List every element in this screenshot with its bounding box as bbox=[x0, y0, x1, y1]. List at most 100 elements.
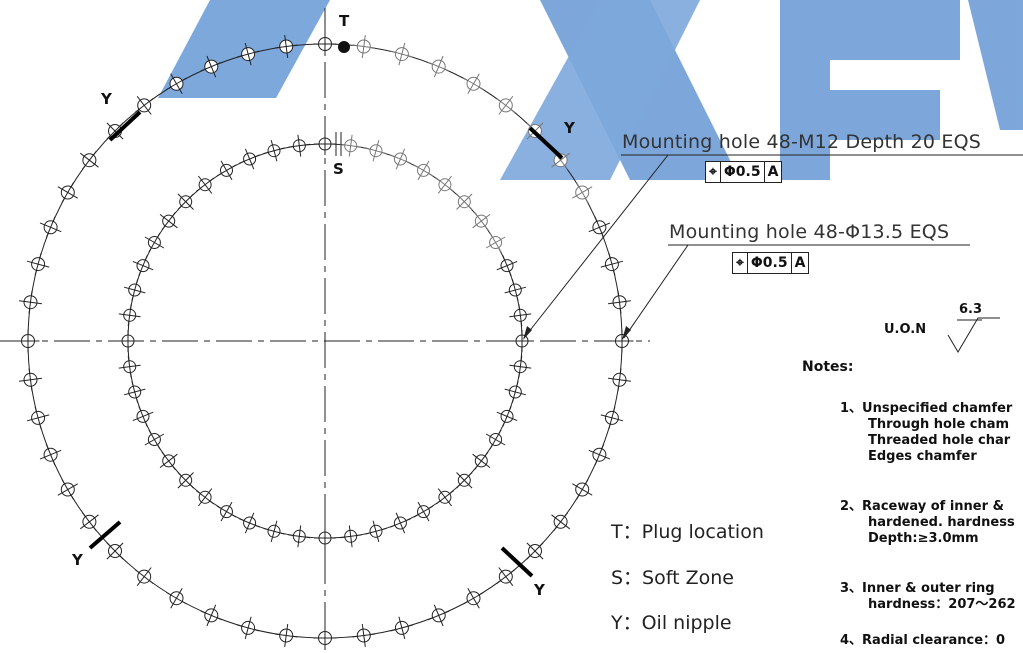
outer-hole bbox=[274, 624, 298, 647]
outer-hole bbox=[313, 32, 337, 56]
outer-hole bbox=[572, 182, 593, 203]
inner-hole bbox=[314, 133, 336, 155]
inner-hole bbox=[144, 232, 165, 253]
inner-hole bbox=[435, 488, 455, 507]
roughness-symbol bbox=[947, 317, 1000, 353]
note-line: hardened. hardness bbox=[868, 515, 1015, 530]
inner-hole-callout: Mounting hole 48-Φ13.5 EQS bbox=[669, 221, 950, 243]
note-line: Through hole cham bbox=[868, 417, 1010, 432]
outer-hole bbox=[19, 368, 42, 392]
outer-hole bbox=[427, 55, 450, 78]
outer-hole bbox=[79, 150, 99, 170]
note-line: Edges chamfer bbox=[868, 449, 977, 464]
outer-hole bbox=[106, 542, 124, 560]
inner-hole bbox=[314, 527, 336, 549]
inner-hole bbox=[509, 355, 532, 378]
inner-mounting-holes bbox=[117, 133, 533, 549]
notes-heading: Notes: bbox=[802, 359, 854, 375]
inner-hole bbox=[263, 520, 285, 543]
note-line: hardness：207～262 bbox=[868, 597, 1016, 612]
outer-hole bbox=[26, 406, 50, 430]
inner-hole bbox=[435, 175, 455, 194]
inner-hole-tolerance-frame: ⌖ Φ0.5 A bbox=[732, 252, 810, 274]
outer-hole bbox=[390, 42, 414, 66]
inner-hole bbox=[288, 134, 311, 157]
inner-hole bbox=[195, 488, 215, 507]
inner-hole bbox=[485, 232, 506, 253]
datum-letter: A bbox=[794, 255, 806, 271]
inner-hole bbox=[159, 211, 178, 231]
outer-mounting-holes bbox=[16, 32, 634, 650]
inner-hole bbox=[456, 472, 473, 489]
datum-letter: A bbox=[767, 164, 779, 180]
inner-hole bbox=[216, 160, 237, 181]
outer-hole bbox=[16, 329, 40, 353]
outer-hole bbox=[496, 567, 516, 587]
inner-hole bbox=[504, 279, 527, 301]
inner-hole bbox=[472, 451, 491, 471]
inner-hole bbox=[509, 304, 532, 327]
inner-hole bbox=[118, 304, 141, 327]
outer-hole bbox=[551, 512, 571, 532]
inner-hole bbox=[288, 525, 311, 548]
position-tolerance-icon: ⌖ bbox=[733, 253, 748, 273]
outer-hole bbox=[551, 150, 571, 170]
outer-hole bbox=[463, 588, 484, 609]
oil-nipple-mark-label: Y bbox=[101, 90, 112, 108]
inner-hole bbox=[339, 134, 362, 157]
inner-hole bbox=[504, 381, 527, 403]
inner-hole bbox=[239, 148, 260, 170]
oil-nipple-mark-label: Y bbox=[72, 551, 83, 569]
inner-hole bbox=[177, 193, 194, 210]
outer-hole bbox=[166, 73, 187, 94]
outer-hole bbox=[463, 73, 484, 94]
inner-hole bbox=[144, 429, 165, 450]
leader-lines bbox=[523, 154, 1023, 339]
soft-zone-ticks bbox=[335, 132, 342, 156]
outer-hole bbox=[600, 252, 624, 276]
note-line: Threaded hole char bbox=[868, 433, 1011, 448]
soft-zone-mark-label: S bbox=[333, 160, 344, 178]
oil-nipple-mark-label: Y bbox=[534, 581, 545, 599]
inner-hole bbox=[456, 193, 473, 210]
inner-hole bbox=[216, 501, 237, 522]
inner-hole bbox=[117, 330, 139, 352]
inner-hole bbox=[132, 255, 154, 276]
note-line: 1、Unspecified chamfer bbox=[840, 401, 1013, 416]
legend-oil-nipple: Y：Oil nipple bbox=[611, 612, 732, 634]
watermark-logo bbox=[158, 0, 1023, 180]
note-line: 4、Radial clearance：0 bbox=[840, 633, 1006, 648]
oil-nipple-bars bbox=[88, 110, 564, 578]
inner-hole bbox=[339, 525, 362, 548]
legend-plug-location: T：Plug location bbox=[611, 521, 764, 543]
inner-hole bbox=[413, 501, 434, 522]
outer-hole bbox=[352, 624, 376, 647]
inner-hole bbox=[390, 512, 411, 534]
outer-hole bbox=[236, 42, 260, 66]
outer-hole bbox=[26, 252, 50, 276]
outer-hole bbox=[236, 616, 260, 640]
position-tolerance-icon: ⌖ bbox=[706, 162, 721, 182]
outer-hole bbox=[608, 368, 631, 392]
leader-arrows bbox=[523, 326, 631, 340]
outer-hole bbox=[572, 479, 593, 500]
plug-mark-label: T bbox=[339, 12, 350, 30]
inner-hole bbox=[365, 520, 387, 543]
outer-hole bbox=[200, 604, 223, 627]
outer-hole bbox=[588, 216, 611, 239]
outer-hole bbox=[427, 604, 450, 627]
outer-hole bbox=[274, 35, 298, 58]
inner-hole bbox=[159, 451, 178, 471]
outer-hole bbox=[608, 290, 631, 314]
inner-hole bbox=[472, 211, 491, 231]
outer-hole bbox=[57, 182, 78, 203]
outer-hole bbox=[200, 55, 223, 78]
inner-hole bbox=[496, 255, 518, 276]
outer-hole bbox=[352, 35, 376, 58]
inner-hole bbox=[132, 406, 154, 427]
outer-hole bbox=[166, 588, 187, 609]
note-line: Depth:≥3.0mm bbox=[868, 531, 979, 546]
roughness-value: 6.3 bbox=[959, 302, 983, 317]
outer-hole bbox=[588, 443, 611, 466]
